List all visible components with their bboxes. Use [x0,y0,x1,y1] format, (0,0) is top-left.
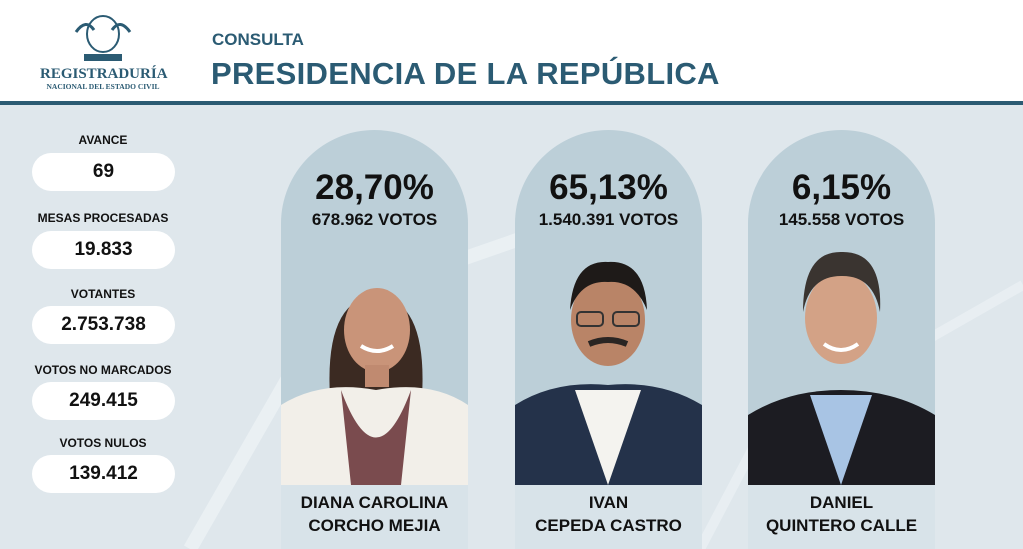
candidate-votes: 1.540.391 VOTOS [538,210,679,229]
stat-value: 249.415 [32,382,175,420]
candidate-percent: 65,13% [549,168,668,207]
candidate-votes: 678.962 VOTOS [311,210,438,229]
logo-emblem [74,15,132,61]
candidate-percent: 28,70% [315,168,434,207]
candidate-card: 6,15% 145.558 VOTOS DANIEL QUINTERO CALLE [748,130,935,549]
stat-label: VOTANTES [70,287,136,301]
stat-value: 19.833 [32,231,175,269]
candidate-card: 65,13% 1.540.391 VOTOS IVAN CEPEDA CASTRO [515,130,702,549]
stat-value: 139.412 [32,455,175,493]
candidate-photo [281,288,468,485]
logo-title: REGISTRADURÍA [40,66,168,82]
candidate-name: DIANA CAROLINA CORCHO MEJIA [281,485,468,549]
kicker: CONSULTA [212,30,304,49]
candidate-percent: 6,15% [791,168,892,207]
name-line: QUINTERO CALLE [765,516,918,535]
candidate-votes: 145.558 VOTOS [778,210,905,229]
name-line: DANIEL [809,493,874,512]
name-line: IVAN [588,493,629,512]
stat-label: VOTOS NULOS [59,436,147,450]
candidate-photo [515,261,702,485]
candidate-name: IVAN CEPEDA CASTRO [515,485,702,549]
logo-subtitle: NACIONAL DEL ESTADO CIVIL [46,82,160,91]
stat-label: AVANCE [78,133,128,147]
name-line: DIANA CAROLINA [300,493,449,512]
header: REGISTRADURÍA NACIONAL DEL ESTADO CIVIL … [0,0,1023,105]
candidate-name: DANIEL QUINTERO CALLE [748,485,935,549]
candidate-card: 28,70% 678.962 VOTOS DIANA CAROLINA CORCH… [281,130,468,549]
stat-label: MESAS PROCESADAS [37,211,169,225]
name-line: CORCHO MEJIA [308,516,441,535]
name-line: CEPEDA CASTRO [535,516,682,535]
stat-label: VOTOS NO MARCADOS [34,363,172,377]
title: PRESIDENCIA DE LA REPÚBLICA [211,56,720,91]
stat-value: 69 [32,153,175,191]
stat-value: 2.753.738 [32,306,175,344]
candidate-photo [748,251,935,485]
